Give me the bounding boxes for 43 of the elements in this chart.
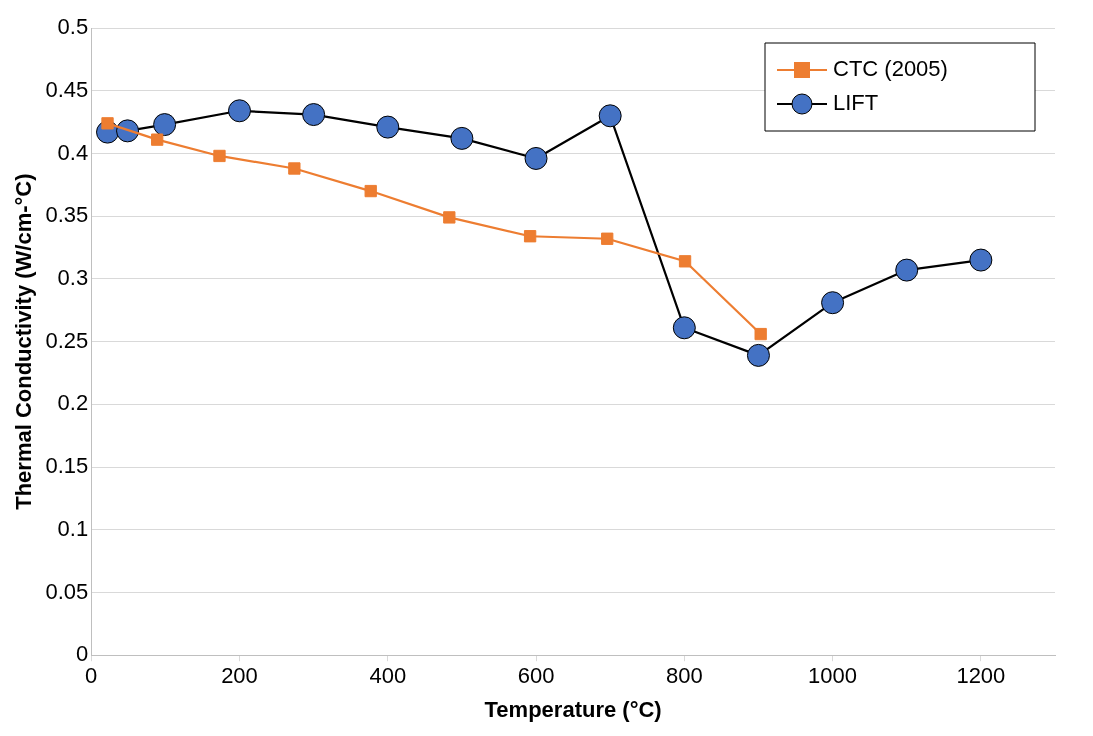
y-tick-label: 0.1 (57, 515, 89, 541)
point (524, 146, 548, 170)
point (754, 327, 767, 341)
point (302, 103, 326, 127)
y-tick-label: 0.4 (57, 139, 89, 165)
point (821, 291, 845, 315)
x-axis-title: Temperature (°C) (484, 696, 662, 722)
x-tick-label: 1200 (956, 663, 1006, 689)
point (523, 230, 537, 243)
point (601, 232, 614, 245)
point (443, 211, 456, 224)
point (288, 162, 301, 175)
y-tick-label: 0.25 (45, 327, 89, 353)
point (450, 126, 474, 150)
legend-label: CTC (2005) (833, 56, 948, 82)
point (376, 115, 400, 139)
x-tick-label: 400 (369, 663, 407, 689)
point (153, 113, 177, 137)
point (678, 255, 692, 268)
point (213, 149, 226, 163)
point (672, 316, 696, 340)
y-tick-label: 0.35 (45, 202, 89, 228)
point (895, 258, 919, 282)
x-tick-label: 800 (665, 663, 703, 689)
y-tick-label: 0.2 (57, 390, 89, 416)
y-tick-label: 0.15 (45, 453, 89, 479)
y-tick-label: 0.3 (57, 264, 89, 290)
point (746, 343, 770, 367)
y-tick-label: 0 (75, 641, 89, 667)
x-tick-label: 1000 (808, 663, 858, 689)
point (227, 99, 251, 123)
x-tick-label: 200 (221, 663, 258, 689)
point (598, 104, 622, 128)
point (364, 184, 377, 198)
y-tick-label: 0.05 (45, 578, 89, 604)
y-axis-title: Thermal Conductivity (W/cm-°C) (11, 173, 37, 510)
y-tick-label: 0.45 (45, 76, 89, 102)
x-tick-label: 600 (517, 663, 555, 689)
y-tick-label: 0.5 (57, 14, 89, 40)
legend-label: LIFT (833, 90, 879, 116)
point (101, 117, 114, 130)
point (151, 133, 164, 146)
point (969, 248, 993, 272)
